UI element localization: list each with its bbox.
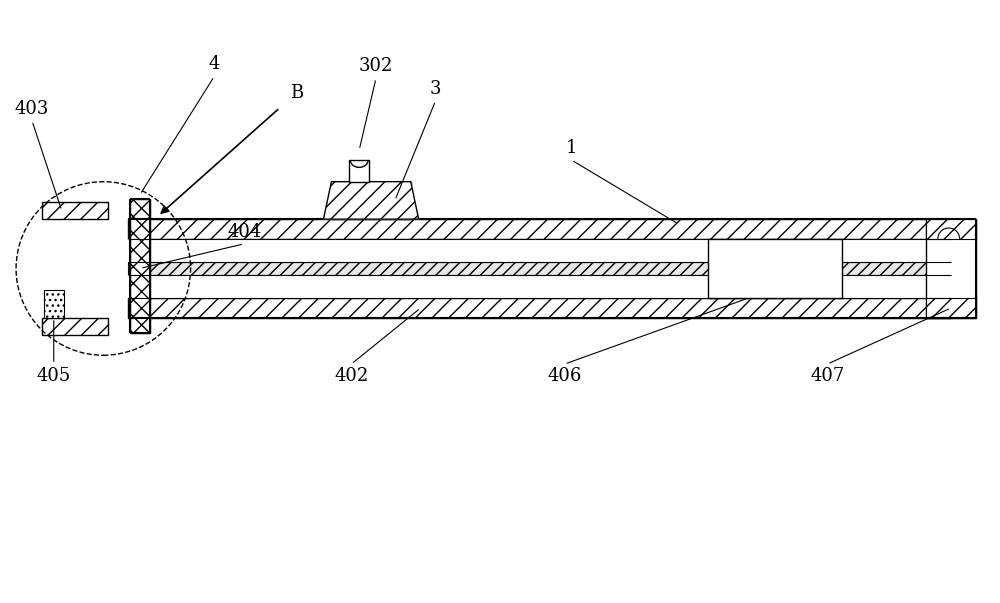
Text: 406: 406 bbox=[547, 367, 582, 385]
Bar bbox=[42, 318, 108, 335]
Bar bbox=[42, 203, 108, 219]
Bar bbox=[128, 298, 951, 318]
Bar bbox=[44, 290, 64, 318]
Bar bbox=[708, 239, 842, 298]
Text: 1: 1 bbox=[566, 139, 577, 157]
Polygon shape bbox=[323, 182, 419, 219]
Bar bbox=[926, 298, 976, 318]
Text: 407: 407 bbox=[810, 367, 844, 385]
Text: B: B bbox=[290, 84, 303, 102]
Text: 3: 3 bbox=[430, 80, 441, 98]
Text: 404: 404 bbox=[227, 223, 261, 241]
Text: 405: 405 bbox=[37, 367, 71, 385]
Bar bbox=[349, 160, 369, 182]
Bar bbox=[331, 182, 411, 219]
Polygon shape bbox=[323, 182, 419, 219]
Bar bbox=[128, 276, 951, 298]
Text: 302: 302 bbox=[359, 57, 393, 75]
Text: 402: 402 bbox=[334, 367, 368, 385]
Bar bbox=[926, 219, 976, 239]
Bar bbox=[128, 239, 951, 262]
Bar bbox=[130, 200, 150, 333]
Bar bbox=[128, 262, 951, 276]
Bar bbox=[926, 219, 976, 318]
Bar bbox=[128, 219, 951, 239]
Text: 403: 403 bbox=[15, 99, 49, 118]
Text: 4: 4 bbox=[209, 55, 220, 74]
